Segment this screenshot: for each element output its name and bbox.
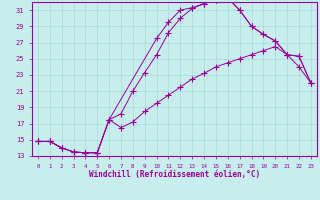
X-axis label: Windchill (Refroidissement éolien,°C): Windchill (Refroidissement éolien,°C) — [89, 170, 260, 179]
